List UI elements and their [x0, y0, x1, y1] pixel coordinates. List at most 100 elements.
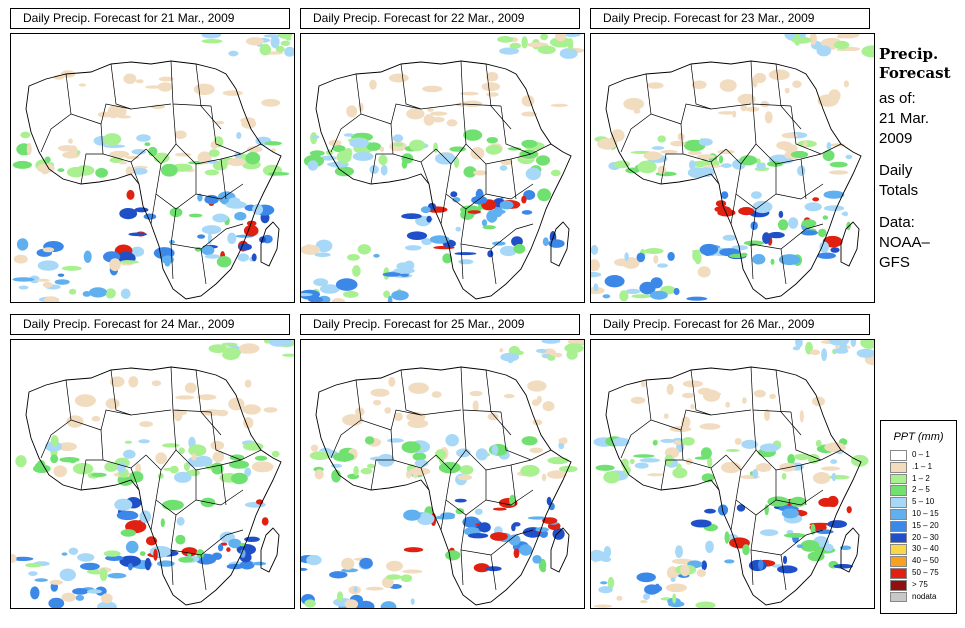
- precip-cell: [653, 255, 659, 264]
- precip-cell: [54, 279, 70, 285]
- precip-cell: [767, 496, 789, 507]
- daily-label: Daily: [879, 162, 913, 179]
- precip-cell: [474, 508, 483, 515]
- precip-cell: [673, 440, 683, 445]
- country-border: [485, 63, 512, 130]
- precip-cell: [861, 45, 874, 58]
- precip-cell: [128, 563, 133, 571]
- precip-cell: [373, 399, 382, 406]
- precip-cell: [817, 252, 836, 259]
- precip-cell: [521, 95, 535, 107]
- precip-cell: [651, 146, 665, 150]
- country-border: [130, 161, 140, 185]
- precip-cell: [816, 45, 832, 57]
- precip-cell: [525, 167, 541, 181]
- precip-cell: [640, 600, 648, 604]
- precip-cell: [227, 232, 237, 244]
- precip-cell: [720, 191, 729, 200]
- precip-cell: [604, 275, 625, 288]
- precip-cell: [603, 546, 612, 558]
- legend-swatch: [890, 591, 907, 603]
- precip-cell: [409, 139, 426, 152]
- madagascar-outline: [840, 221, 860, 267]
- precip-cell: [803, 140, 808, 147]
- precip-cell: [491, 444, 499, 456]
- precip-cell: [841, 212, 848, 216]
- precip-cell: [50, 435, 59, 447]
- precip-cell: [784, 87, 790, 94]
- precip-cell: [695, 601, 716, 608]
- precip-cell: [458, 259, 474, 265]
- legend-label: 0 – 1: [912, 450, 930, 459]
- precip-cell: [261, 98, 281, 107]
- precip-cell: [636, 572, 656, 583]
- precip-cell: [657, 165, 667, 175]
- precip-cell: [423, 114, 435, 126]
- precip-cell: [600, 581, 608, 585]
- precip-cell: [815, 439, 822, 447]
- country-border: [730, 499, 737, 531]
- precip-cell: [201, 34, 222, 39]
- precip-cell: [61, 552, 68, 556]
- precip-cell: [485, 144, 502, 155]
- precip-cell: [110, 376, 125, 387]
- precip-cell: [743, 240, 765, 246]
- precip-cell: [285, 36, 292, 41]
- country-border: [370, 153, 393, 185]
- asof-date: 21 Mar.: [879, 110, 930, 127]
- precip-cell: [616, 595, 623, 601]
- precip-cell: [455, 226, 461, 232]
- precip-cell: [467, 210, 481, 214]
- precip-cell: [246, 220, 257, 227]
- precip-cell: [724, 531, 730, 544]
- precip-cell: [243, 442, 264, 451]
- precip-cell: [408, 467, 431, 476]
- precip-cell: [382, 272, 402, 277]
- precip-cell: [513, 243, 526, 254]
- precip-cell: [697, 266, 711, 278]
- precip-cell: [178, 447, 185, 454]
- country-border: [730, 193, 737, 225]
- precip-cell: [109, 258, 121, 272]
- precip-cell: [758, 559, 764, 570]
- precip-cell: [472, 400, 479, 412]
- precip-cell: [426, 215, 432, 223]
- precip-cell: [657, 135, 666, 143]
- precip-cell: [500, 352, 520, 362]
- precip-cell: [77, 553, 95, 562]
- precip-cell: [470, 147, 485, 160]
- precip-cell: [422, 85, 443, 93]
- precip-legend: PPT (mm) 0 – 1 .1 – 1 1 – 2 2 – 5 5 – 10 10 –…: [880, 420, 957, 614]
- country-border: [420, 161, 430, 185]
- precip-cell: [512, 204, 519, 209]
- precip-cell: [839, 545, 852, 551]
- precip-cell: [850, 340, 857, 347]
- precip-cell: [792, 346, 801, 351]
- precip-cell: [387, 295, 393, 302]
- legend-label: 15 – 20: [912, 520, 939, 530]
- precip-cell: [347, 254, 360, 261]
- precip-cell: [34, 578, 48, 582]
- precip-cell: [30, 586, 40, 600]
- precip-cell: [336, 591, 344, 602]
- precip-cell: [95, 167, 108, 178]
- country-border: [400, 369, 462, 416]
- legend-item: nodata: [881, 591, 956, 603]
- legend-label: 10 – 15: [912, 508, 939, 518]
- precip-cell: [690, 403, 695, 410]
- precip-cell: [68, 138, 73, 144]
- precip-cell: [57, 168, 65, 173]
- panel-title: Daily Precip. Forecast for 22 Mar., 2009: [300, 8, 580, 29]
- precip-map: [300, 339, 585, 609]
- precip-cell: [334, 166, 354, 177]
- precip-map: [10, 33, 295, 303]
- country-border: [775, 63, 802, 130]
- country-border: [440, 193, 447, 225]
- precip-cell: [486, 137, 498, 144]
- panel-title: Daily Precip. Forecast for 25 Mar., 2009: [300, 314, 580, 335]
- precip-cell: [144, 557, 152, 571]
- precip-cell: [197, 151, 212, 164]
- precip-cell: [752, 468, 759, 479]
- precip-cell: [459, 91, 479, 96]
- precip-cell: [717, 149, 735, 154]
